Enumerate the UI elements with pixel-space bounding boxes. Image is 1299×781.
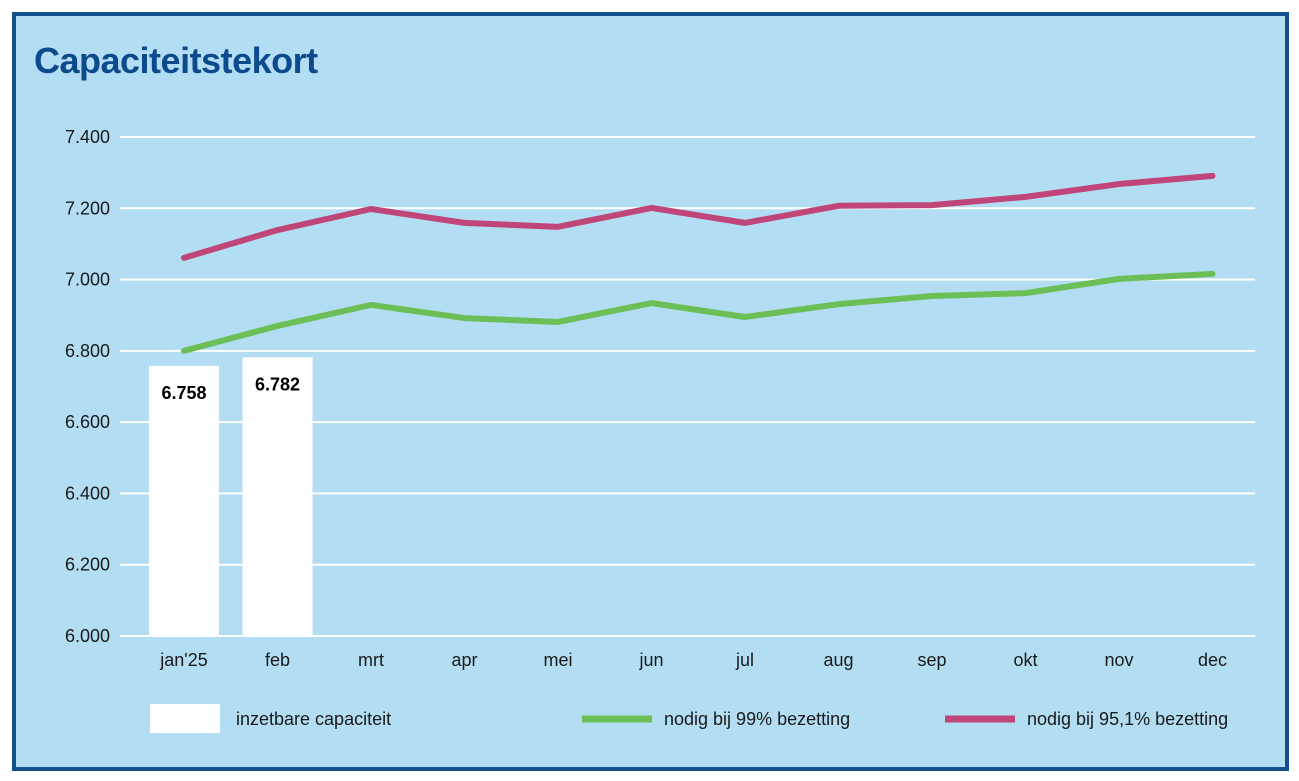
y-tick-label: 6.000: [65, 626, 110, 646]
legend-label: nodig bij 99% bezetting: [664, 709, 850, 729]
bar: [242, 357, 313, 636]
y-tick-label: 6.800: [65, 341, 110, 361]
y-tick-label: 7.000: [65, 270, 110, 290]
x-tick-label: mrt: [358, 650, 384, 670]
x-tick-label: aug: [823, 650, 853, 670]
bar-value-label: 6.758: [161, 383, 206, 403]
legend-swatch-bars: [150, 704, 220, 733]
series-line: [181, 172, 1216, 261]
y-tick-label: 6.400: [65, 483, 110, 503]
chart-frame: [12, 12, 1289, 771]
x-tick-label: jan'25: [159, 650, 207, 670]
legend-label: nodig bij 95,1% bezetting: [1027, 709, 1228, 729]
legend-label: inzetbare capaciteit: [236, 709, 391, 729]
bar-value-label: 6.782: [255, 374, 300, 394]
x-tick-label: feb: [265, 650, 290, 670]
y-tick-label: 7.400: [65, 127, 110, 147]
x-tick-label: mei: [543, 650, 572, 670]
x-tick-label: okt: [1013, 650, 1037, 670]
x-tick-label: dec: [1198, 650, 1227, 670]
y-tick-label: 6.200: [65, 555, 110, 575]
x-tick-label: sep: [917, 650, 946, 670]
x-tick-label: jun: [638, 650, 663, 670]
bar: [149, 365, 219, 636]
series-line: [181, 270, 1216, 354]
x-tick-label: apr: [451, 650, 477, 670]
chart-title: Capaciteitstekort: [34, 40, 318, 81]
x-tick-label: nov: [1104, 650, 1133, 670]
y-tick-label: 7.200: [65, 198, 110, 218]
y-tick-label: 6.600: [65, 412, 110, 432]
x-tick-label: jul: [735, 650, 754, 670]
